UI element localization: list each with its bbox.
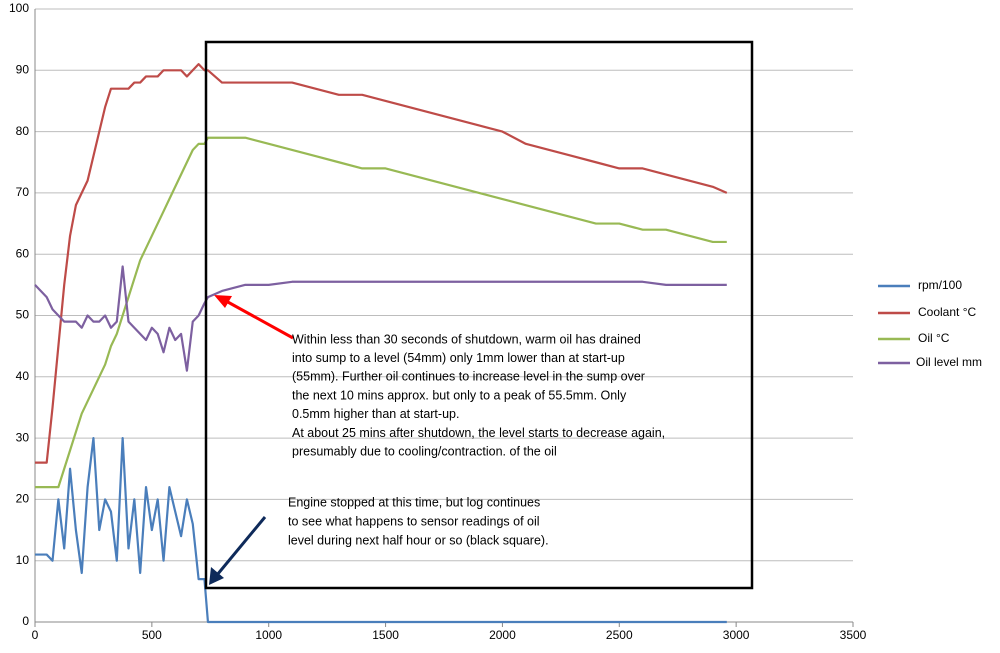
y-tick-label: 30 (16, 430, 30, 444)
x-tick-label: 0 (32, 628, 39, 642)
legend-label: Oil °C (918, 331, 950, 345)
legend-label: Coolant °C (918, 305, 976, 319)
annotation-line: to see what happens to sensor readings o… (288, 514, 540, 528)
annotation-line: (55mm). Further oil continues to increas… (292, 370, 645, 384)
series-line (35, 136, 727, 489)
annotations: Within less than 30 seconds of shutdown,… (288, 332, 665, 547)
y-tick-label: 20 (16, 492, 30, 506)
highlight-box (204, 40, 754, 590)
y-tick-label: 50 (16, 308, 30, 322)
series-line (34, 265, 727, 372)
annotation-line: Within less than 30 seconds of shutdown,… (292, 332, 641, 346)
x-tick-label: 500 (142, 628, 162, 642)
x-tick-label: 3000 (723, 628, 750, 642)
x-tick-label: 2000 (489, 628, 516, 642)
y-tick-label: 90 (16, 62, 30, 76)
annotation-line: level during next half hour or so (black… (288, 533, 549, 547)
x-tick-label: 1000 (255, 628, 282, 642)
annotation-line: 0.5mm higher than at start-up. (292, 407, 459, 421)
x-tick-label: 1500 (372, 628, 399, 642)
series-line (35, 63, 728, 464)
annotation-line: the next 10 mins approx. but only to a p… (292, 388, 627, 402)
annotation-line: At about 25 mins after shutdown, the lev… (292, 426, 665, 440)
y-tick-label: 0 (22, 614, 29, 628)
series-line (35, 437, 727, 624)
legend-label: rpm/100 (918, 278, 962, 292)
y-tick-label: 40 (16, 369, 30, 383)
y-tick-label: 100 (9, 1, 29, 15)
annotation-line: into sump to a level (54mm) only 1mm low… (292, 351, 625, 365)
legend-label: Oil level mm (916, 355, 982, 369)
x-tick-label: 2500 (606, 628, 633, 642)
legend: rpm/100 Coolant °C Oil °C Oil level mm (878, 278, 982, 369)
x-tick-label: 3500 (840, 628, 867, 642)
y-tick-label: 10 (16, 553, 30, 567)
annotation-line: presumably due to cooling/contraction. o… (292, 444, 557, 458)
y-tick-label: 60 (16, 246, 30, 260)
annotation-line: Engine stopped at this time, but log con… (288, 495, 540, 509)
plot (34, 63, 728, 624)
red-arrow (214, 295, 294, 340)
y-tick-label: 70 (16, 185, 30, 199)
y-tick-label: 80 (16, 124, 30, 138)
navy-arrow (209, 516, 267, 585)
